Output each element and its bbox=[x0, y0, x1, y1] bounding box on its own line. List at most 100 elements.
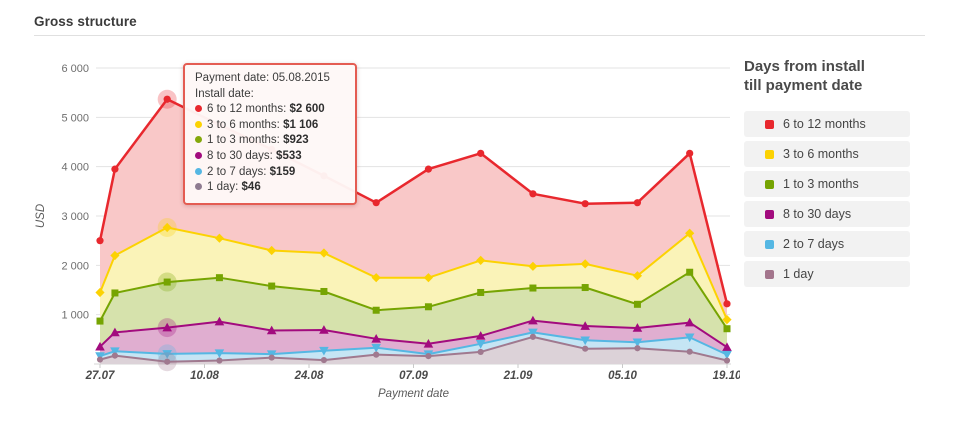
series-bullet-icon bbox=[195, 105, 202, 113]
marker-1-to-3-months[interactable] bbox=[163, 278, 171, 286]
marker-6-to-12-months[interactable] bbox=[723, 300, 731, 308]
marker-1-to-3-months[interactable] bbox=[581, 284, 589, 292]
legend-item-3-to-6-months[interactable]: 3 to 6 months bbox=[744, 141, 910, 167]
marker-1-to-3-months[interactable] bbox=[215, 274, 223, 282]
x-axis-tick-label: 27.07 bbox=[85, 370, 115, 382]
legend-item-label: 6 to 12 months bbox=[783, 117, 866, 131]
tooltip-row-value: $1 106 bbox=[283, 118, 319, 131]
marker-1-day[interactable] bbox=[216, 357, 223, 364]
marker-6-to-12-months[interactable] bbox=[111, 165, 119, 173]
marker-1-day[interactable] bbox=[373, 351, 380, 358]
marker-8-to-30-days[interactable] bbox=[110, 327, 120, 337]
marker-8-to-30-days[interactable] bbox=[371, 334, 381, 343]
marker-8-to-30-days[interactable] bbox=[95, 341, 105, 351]
marker-6-to-12-months[interactable] bbox=[163, 95, 171, 103]
marker-1-day[interactable] bbox=[111, 352, 119, 359]
marker-1-to-3-months[interactable] bbox=[686, 268, 694, 276]
marker-1-to-3-months[interactable] bbox=[372, 306, 380, 314]
x-axis-tick-label: 07.09 bbox=[399, 370, 428, 382]
marker-8-to-30-days[interactable] bbox=[214, 316, 225, 326]
legend-item-2-to-7-days[interactable]: 2 to 7 days bbox=[744, 231, 910, 257]
marker-3-to-6-months[interactable] bbox=[110, 250, 120, 261]
marker-6-to-12-months[interactable] bbox=[424, 165, 433, 173]
legend: Days from install till payment date 6 to… bbox=[744, 57, 910, 291]
marker-1-day[interactable] bbox=[634, 345, 641, 352]
marker-3-to-6-months[interactable] bbox=[162, 222, 172, 233]
marker-3-to-6-months[interactable] bbox=[528, 261, 538, 271]
marker-6-to-12-months[interactable] bbox=[477, 149, 485, 157]
marker-1-day[interactable] bbox=[529, 333, 537, 340]
marker-6-to-12-months[interactable] bbox=[686, 149, 694, 157]
marker-1-to-3-months[interactable] bbox=[111, 289, 119, 297]
marker-6-to-12-months[interactable] bbox=[372, 199, 380, 207]
marker-3-to-6-months[interactable] bbox=[722, 315, 732, 325]
marker-3-to-6-months[interactable] bbox=[580, 259, 590, 269]
marker-2-to-7-days[interactable] bbox=[371, 343, 381, 353]
marker-1-to-3-months[interactable] bbox=[529, 284, 537, 292]
marker-2-to-7-days[interactable] bbox=[722, 350, 732, 360]
legend-color-chip bbox=[765, 239, 774, 249]
marker-8-to-30-days[interactable] bbox=[319, 325, 329, 334]
area-1-day[interactable] bbox=[100, 336, 727, 364]
marker-1-day[interactable] bbox=[96, 356, 104, 363]
marker-3-to-6-months[interactable] bbox=[214, 233, 225, 243]
marker-8-to-30-days[interactable] bbox=[684, 317, 695, 327]
legend-title: Days from install till payment date bbox=[744, 57, 910, 95]
marker-1-day[interactable] bbox=[477, 348, 484, 356]
legend-item-list: 6 to 12 months 3 to 6 months 1 to 3 months… bbox=[744, 111, 910, 287]
marker-2-to-7-days[interactable] bbox=[319, 346, 329, 356]
marker-1-day[interactable] bbox=[268, 354, 275, 361]
tooltip-row-label: 1 to 3 months: bbox=[207, 134, 284, 147]
marker-8-to-30-days[interactable] bbox=[580, 321, 590, 330]
tooltip-row: 2 to 7 days: $159 bbox=[195, 165, 345, 181]
marker-1-day[interactable] bbox=[723, 357, 731, 364]
marker-6-to-12-months[interactable] bbox=[96, 237, 104, 245]
marker-1-day[interactable] bbox=[582, 345, 589, 352]
legend-item-8-to-30-days[interactable]: 8 to 30 days bbox=[744, 201, 910, 227]
legend-item-1-to-3-months[interactable]: 1 to 3 months bbox=[744, 171, 910, 197]
marker-1-to-3-months[interactable] bbox=[477, 288, 485, 296]
marker-8-to-30-days[interactable] bbox=[162, 322, 172, 332]
marker-3-to-6-months[interactable] bbox=[319, 248, 329, 258]
marker-6-to-12-months[interactable] bbox=[581, 200, 589, 208]
marker-1-day[interactable] bbox=[320, 356, 328, 364]
marker-1-day[interactable] bbox=[164, 358, 171, 365]
marker-3-to-6-months[interactable] bbox=[95, 287, 105, 298]
tooltip-row-label: 2 to 7 days: bbox=[207, 165, 270, 178]
marker-2-to-7-days[interactable] bbox=[475, 339, 486, 349]
marker-2-to-7-days[interactable] bbox=[580, 336, 590, 346]
marker-1-to-3-months[interactable] bbox=[268, 282, 276, 290]
marker-2-to-7-days[interactable] bbox=[110, 347, 120, 356]
legend-item-1-day[interactable]: 1 day bbox=[744, 261, 910, 287]
marker-3-to-6-months[interactable] bbox=[685, 228, 695, 238]
legend-color-chip bbox=[765, 179, 774, 189]
y-axis-tick-label: 5 000 bbox=[61, 112, 89, 124]
marker-2-to-7-days[interactable] bbox=[214, 349, 225, 358]
marker-8-to-30-days[interactable] bbox=[423, 338, 434, 348]
marker-1-to-3-months[interactable] bbox=[723, 325, 731, 333]
marker-2-to-7-days[interactable] bbox=[528, 328, 538, 338]
marker-6-to-12-months[interactable] bbox=[529, 190, 537, 198]
marker-8-to-30-days[interactable] bbox=[266, 325, 277, 335]
marker-2-to-7-days[interactable] bbox=[162, 350, 172, 359]
marker-8-to-30-days[interactable] bbox=[528, 315, 538, 325]
marker-6-to-12-months[interactable] bbox=[633, 199, 642, 207]
legend-color-chip bbox=[765, 149, 774, 159]
marker-1-day[interactable] bbox=[425, 353, 432, 360]
marker-8-to-30-days[interactable] bbox=[475, 331, 486, 340]
x-axis-title: Payment date bbox=[378, 388, 449, 400]
marker-2-to-7-days[interactable] bbox=[684, 333, 695, 343]
marker-1-to-3-months[interactable] bbox=[633, 300, 641, 308]
marker-8-to-30-days[interactable] bbox=[722, 342, 732, 352]
marker-1-to-3-months[interactable] bbox=[96, 317, 104, 325]
legend-item-6-to-12-months[interactable]: 6 to 12 months bbox=[744, 111, 910, 137]
marker-1-to-3-months[interactable] bbox=[320, 287, 328, 295]
marker-1-day[interactable] bbox=[686, 348, 693, 355]
tooltip-rows: 6 to 12 months: $2 600 3 to 6 months: $1 … bbox=[195, 102, 345, 196]
title-divider bbox=[34, 35, 925, 36]
marker-1-to-3-months[interactable] bbox=[424, 303, 432, 311]
x-axis-tick-label: 10.08 bbox=[190, 370, 219, 382]
marker-2-to-7-days[interactable] bbox=[632, 338, 643, 348]
marker-8-to-30-days[interactable] bbox=[632, 323, 643, 332]
gross-structure-chart[interactable]: 1 000 2 000 3 000 4 000 5 000 6 000 27.07 10.08… bbox=[30, 45, 740, 410]
